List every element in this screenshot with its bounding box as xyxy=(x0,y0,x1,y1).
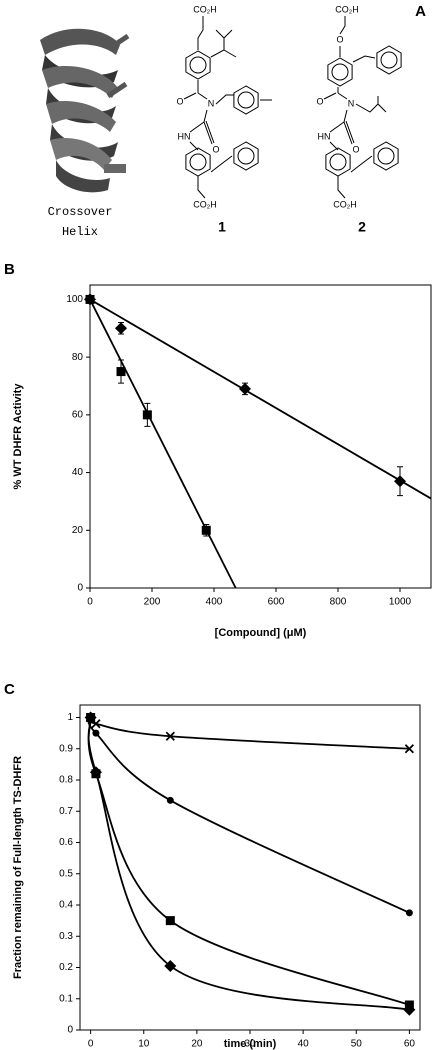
ring-inner xyxy=(189,56,207,74)
y-tick-label: 0.7 xyxy=(59,806,73,817)
ring xyxy=(185,50,211,80)
atom-label: CO₂H xyxy=(333,199,357,209)
y-tick-label: 0.9 xyxy=(59,743,73,754)
marker xyxy=(404,744,415,754)
atom-label: N xyxy=(348,98,355,108)
ring xyxy=(185,147,211,177)
marker xyxy=(115,322,127,335)
plot-frame xyxy=(79,704,421,1031)
y-tick-label: 20 xyxy=(72,525,84,536)
x-tick-label: 30 xyxy=(244,1039,256,1050)
y-axis-label: Fraction remaining of Full-length TS-DHF… xyxy=(12,756,24,979)
fit-line xyxy=(89,298,432,500)
compound-number: 2 xyxy=(358,219,366,235)
y-tick-label: 0.4 xyxy=(59,900,73,911)
marker xyxy=(166,796,174,804)
panel-label: C xyxy=(4,681,15,698)
ring xyxy=(325,147,351,177)
x-axis-label: time (min) xyxy=(224,1038,277,1050)
marker xyxy=(201,525,211,535)
marker xyxy=(84,711,97,724)
marker xyxy=(165,731,175,741)
x-axis-label: [Compound] (μM) xyxy=(215,627,307,639)
y-tick-label: 0.2 xyxy=(59,962,73,973)
x-tick-label: 800 xyxy=(330,597,347,608)
x-tick-label: 200 xyxy=(144,597,161,608)
marker xyxy=(92,729,100,737)
x-tick-label: 0 xyxy=(88,1039,94,1050)
ring-inner xyxy=(237,91,255,109)
panel-label: B xyxy=(4,261,15,278)
ring-inner xyxy=(380,51,398,69)
x-tick-label: 50 xyxy=(351,1039,363,1050)
ring xyxy=(327,57,353,87)
curve xyxy=(87,717,410,1011)
ring-inner xyxy=(189,153,207,171)
y-axis-label: % WT DHFR Activity xyxy=(12,383,24,490)
marker xyxy=(116,367,126,377)
x-tick-label: 40 xyxy=(298,1039,310,1050)
curve xyxy=(87,717,410,1006)
y-tick-label: 0.3 xyxy=(59,931,73,942)
x-tick-label: 600 xyxy=(268,597,285,608)
y-tick-label: 0.1 xyxy=(59,993,73,1004)
y-tick-label: 40 xyxy=(72,467,84,478)
y-tick-label: 1 xyxy=(67,712,73,723)
helix-caption: Crossover xyxy=(48,205,113,219)
marker xyxy=(164,959,177,972)
ring xyxy=(233,141,259,171)
x-tick-label: 0 xyxy=(87,597,93,608)
plot-frame xyxy=(89,284,432,589)
ring xyxy=(376,45,402,75)
marker xyxy=(85,294,95,304)
helix-caption: Helix xyxy=(62,225,98,239)
marker xyxy=(239,382,251,395)
y-tick-label: 0.8 xyxy=(59,775,73,786)
atom-label: O xyxy=(212,144,219,154)
ring-inner xyxy=(377,147,395,165)
marker xyxy=(165,916,175,926)
y-tick-label: 0 xyxy=(77,583,83,594)
curve xyxy=(87,716,410,750)
atom-label: N xyxy=(208,98,215,108)
marker xyxy=(403,1003,416,1016)
x-tick-label: 20 xyxy=(191,1039,203,1050)
atom-label: O xyxy=(352,144,359,154)
panel-label: A xyxy=(415,3,426,20)
ring xyxy=(233,85,259,115)
marker xyxy=(394,475,406,488)
ring-inner xyxy=(329,153,347,171)
y-tick-label: 0.6 xyxy=(59,837,73,848)
atom-label: CO₂H xyxy=(193,4,217,14)
x-tick-label: 10 xyxy=(138,1039,150,1050)
x-tick-label: 60 xyxy=(404,1039,416,1050)
marker xyxy=(142,410,152,420)
y-tick-label: 60 xyxy=(72,409,84,420)
ring xyxy=(373,141,399,171)
x-tick-label: 1000 xyxy=(389,597,412,608)
ring-inner xyxy=(331,63,349,81)
fit-line xyxy=(89,299,237,589)
atom-label: O xyxy=(316,96,323,106)
atom-label: CO₂H xyxy=(193,199,217,209)
atom-label: O xyxy=(176,96,183,106)
y-tick-label: 0 xyxy=(67,1025,73,1036)
atom-label: HN xyxy=(318,131,331,141)
y-tick-label: 100 xyxy=(66,294,83,305)
helix xyxy=(40,28,130,193)
atom-label: CO₂H xyxy=(335,4,359,14)
structures xyxy=(183,16,402,199)
compound-number: 1 xyxy=(218,219,226,235)
marker xyxy=(405,909,413,917)
atom-label: HN xyxy=(178,131,191,141)
ring-inner xyxy=(237,147,255,165)
y-tick-label: 0.5 xyxy=(59,868,73,879)
x-tick-label: 400 xyxy=(206,597,223,608)
marker xyxy=(89,766,102,779)
y-tick-label: 80 xyxy=(72,352,84,363)
atom-label: O xyxy=(336,34,343,44)
